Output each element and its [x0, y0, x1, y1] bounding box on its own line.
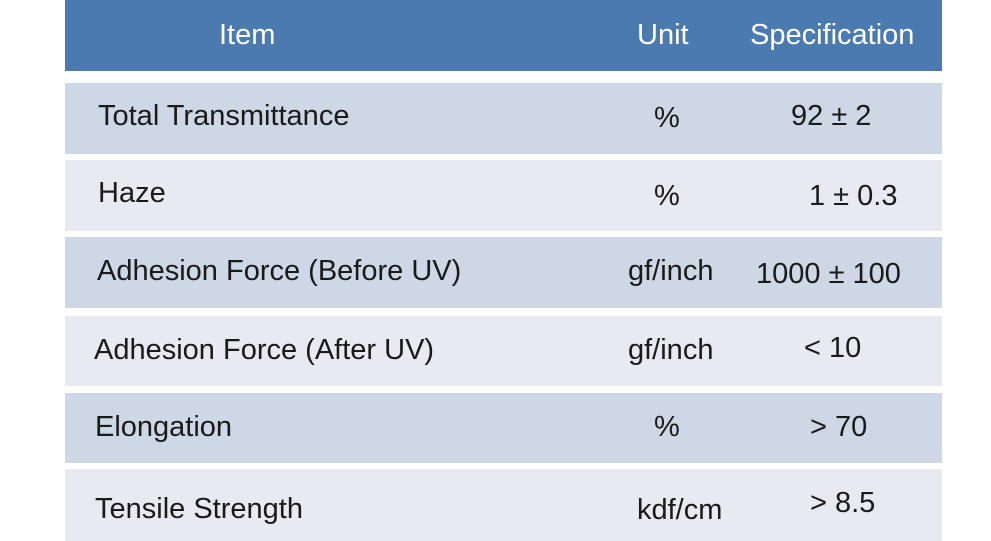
row-unit: kdf/cm [637, 494, 723, 526]
row-specification: < 10 [804, 332, 862, 364]
table-row: Elongation % > 70 [65, 393, 942, 463]
row-unit: gf/inch [628, 334, 714, 366]
row-specification: 1 ± 0.3 [809, 180, 898, 212]
row-unit: % [654, 180, 680, 212]
row-item: Elongation [95, 411, 233, 443]
row-specification: 1000 ± 100 [756, 258, 901, 290]
row-specification: > 70 [810, 411, 868, 443]
row-unit: % [654, 411, 680, 443]
table-row: Haze % 1 ± 0.3 [65, 160, 942, 231]
header-item: Item [219, 19, 276, 51]
table-row: Adhesion Force (After UV) gf/inch < 10 [65, 316, 942, 386]
row-item: Total Transmittance [98, 100, 350, 132]
row-item: Haze [98, 177, 166, 209]
table-header-row: Item Unit Specification [65, 0, 942, 71]
row-unit: % [654, 102, 680, 134]
row-item: Adhesion Force (After UV) [94, 334, 435, 366]
table-row: Total Transmittance % 92 ± 2 [65, 83, 942, 154]
row-specification: 92 ± 2 [791, 100, 872, 132]
specification-table: Item Unit Specification Total Transmitta… [65, 0, 942, 541]
table-row: Tensile Strength kdf/cm > 8.5 [65, 469, 942, 541]
row-item: Tensile Strength [95, 493, 303, 525]
row-item: Adhesion Force (Before UV) [97, 255, 462, 287]
header-unit: Unit [637, 19, 689, 51]
row-specification: > 8.5 [810, 487, 876, 519]
table-row: Adhesion Force (Before UV) gf/inch 1000 … [65, 237, 942, 308]
row-unit: gf/inch [628, 255, 714, 287]
header-specification: Specification [750, 19, 915, 51]
